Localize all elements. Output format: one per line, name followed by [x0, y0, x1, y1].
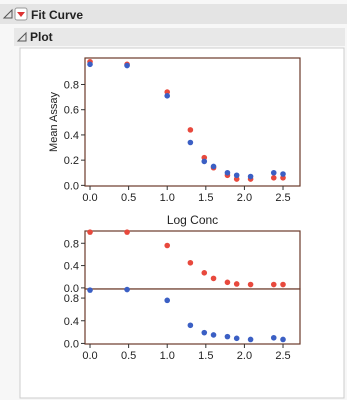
data-point [87, 287, 93, 293]
x-tick-label: 1.5 [198, 192, 213, 204]
disclosure-icon[interactable] [2, 8, 13, 19]
data-point [280, 171, 286, 177]
data-point [247, 281, 254, 288]
data-point [201, 158, 208, 165]
data-point [164, 242, 171, 249]
y-tick-label: 0.0 [64, 338, 79, 350]
data-point [270, 281, 277, 288]
plot-frame [84, 288, 301, 345]
x-tick-label: 0.0 [82, 350, 97, 362]
data-point [224, 169, 231, 176]
y-tick-label: 0.4 [64, 130, 79, 142]
y-tick-label: 0.8 [64, 238, 79, 250]
data-point [280, 336, 286, 343]
y-tick-label: 0.0 [64, 180, 79, 192]
data-point [124, 286, 130, 293]
y-tick-label: 0.0 [64, 283, 79, 295]
x-tick-label: 0.5 [121, 350, 136, 362]
data-point [224, 279, 231, 286]
x-tick-label: 0.0 [82, 192, 97, 204]
data-point [224, 333, 231, 340]
data-point [247, 173, 254, 180]
data-point [210, 275, 217, 282]
data-point [87, 229, 93, 235]
data-point [270, 334, 277, 341]
data-point [210, 163, 217, 170]
x-tick-label: 0.5 [121, 192, 136, 204]
menu-arrow [17, 12, 25, 17]
outline-title: Fit Curve [31, 8, 83, 22]
data-point [233, 281, 240, 287]
y-tick-label: 0.6 [64, 105, 79, 117]
title-bar [0, 4, 347, 24]
data-point [270, 175, 277, 181]
y-tick-label: 0.4 [64, 261, 79, 273]
data-point [164, 93, 171, 99]
section-title: Plot [30, 30, 53, 44]
x-tick-label: 1.5 [198, 350, 213, 362]
plot-frame [84, 230, 301, 290]
data-point [233, 335, 240, 342]
y-axis-label: Mean Assay [48, 92, 60, 152]
plot-frame [84, 57, 301, 187]
y-tick-label: 0.8 [64, 293, 79, 305]
x-tick-label: 2.0 [237, 192, 252, 204]
x-tick-label: 2.5 [275, 350, 290, 362]
data-point [87, 61, 93, 68]
data-point [210, 332, 217, 338]
x-tick-label: 2.0 [237, 350, 252, 362]
data-point [187, 322, 194, 329]
disclosure-icon[interactable] [16, 31, 27, 42]
y-tick-label: 0.4 [64, 316, 79, 328]
x-tick-label: 2.5 [275, 192, 290, 204]
section-bar [14, 28, 345, 46]
data-point [270, 169, 277, 176]
data-point [164, 297, 171, 304]
y-tick-label: 0.8 [64, 79, 79, 91]
x-axis-label: Log Conc [167, 213, 218, 227]
data-point [187, 127, 194, 133]
data-point [247, 336, 254, 343]
data-point [124, 229, 130, 235]
data-point [187, 139, 194, 146]
data-point [187, 259, 194, 266]
data-point [280, 281, 286, 288]
data-point [233, 172, 240, 179]
data-point [201, 270, 208, 276]
data-point [201, 329, 208, 336]
x-tick-label: 1.0 [160, 192, 175, 204]
y-tick-label: 0.2 [64, 155, 79, 167]
x-tick-label: 1.0 [160, 350, 175, 362]
data-point [124, 62, 130, 69]
